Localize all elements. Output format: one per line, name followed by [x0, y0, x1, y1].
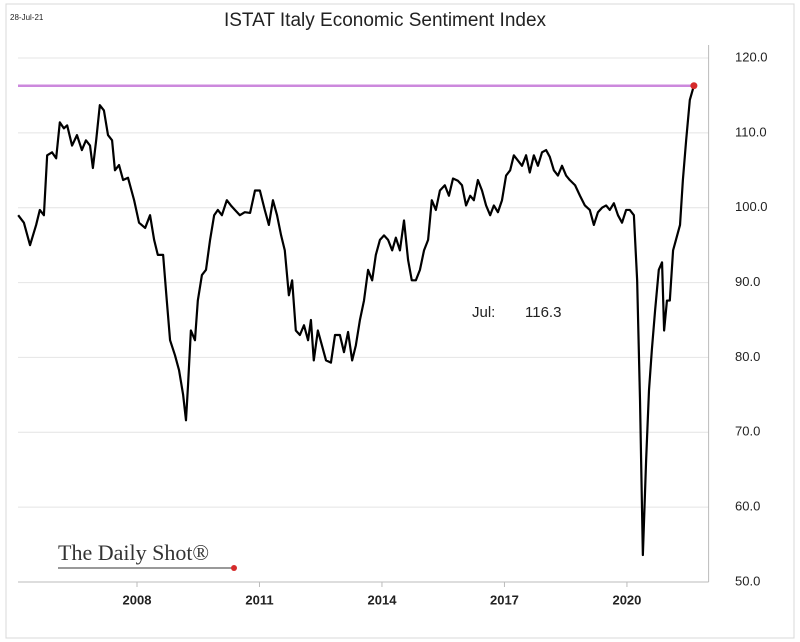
x-tick-label: 2014 [368, 592, 398, 607]
annotation-label: Jul: [472, 304, 495, 321]
x-tick-label: 2008 [123, 592, 152, 607]
chart-title: ISTAT Italy Economic Sentiment Index [224, 10, 547, 31]
y-tick-label: 70.0 [735, 424, 760, 439]
x-tick-label: 2011 [245, 592, 273, 607]
grid [18, 45, 710, 587]
frame [5, 3, 795, 639]
watermark-dot [231, 565, 237, 571]
y-tick-label: 100.0 [735, 199, 768, 214]
y-tick-label: 90.0 [735, 274, 760, 289]
y-tick-label: 110.0 [735, 124, 767, 139]
last-point [690, 82, 698, 90]
source-watermark: The Daily Shot® [58, 540, 209, 565]
date-label: 28-Jul-21 [10, 13, 44, 22]
annotation-value: 116.3 [525, 304, 561, 321]
x-tick-label: 2017 [490, 592, 519, 607]
plot [17, 82, 698, 557]
y-tick-label: 50.0 [735, 573, 760, 588]
y-tick-label: 80.0 [735, 349, 760, 364]
y-tick-label: 60.0 [735, 499, 760, 514]
x-tick-label: 2020 [612, 592, 641, 607]
line-series [17, 85, 695, 557]
y-tick-label: 120.0 [735, 49, 768, 64]
